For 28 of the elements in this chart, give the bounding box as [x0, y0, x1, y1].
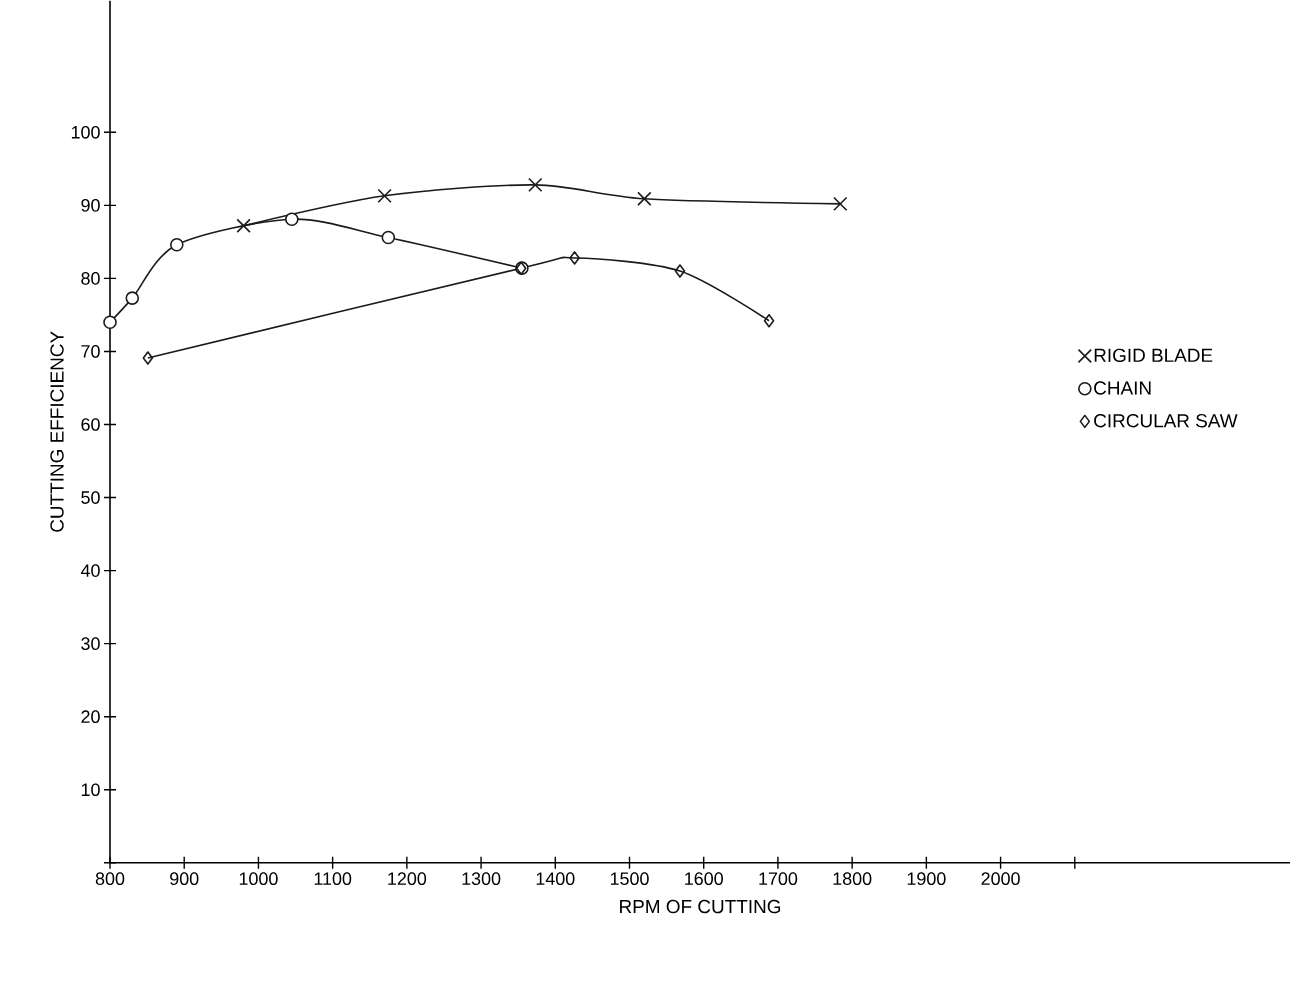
- x-tick-label: 1800: [833, 872, 872, 886]
- x-tick-label: 1400: [536, 872, 575, 886]
- y-tick-label: 30: [81, 637, 100, 651]
- y-tick-label: 60: [81, 418, 100, 431]
- x-tick-label: 1600: [685, 872, 723, 886]
- x-tick-label: 800: [95, 872, 125, 886]
- legend-label: CIRCULAR SAW: [1094, 414, 1238, 428]
- legend-label: CHAIN: [1094, 381, 1151, 395]
- x-tick-label: 1300: [462, 872, 501, 886]
- y-tick-label: 90: [81, 199, 100, 212]
- y-tick-label: 40: [80, 564, 100, 578]
- x-tick-label: 1200: [388, 872, 427, 886]
- y-tick-label: 50: [81, 491, 100, 504]
- x-tick-label: 900: [170, 872, 199, 886]
- y-tick-label: 100: [71, 126, 100, 139]
- x-tick-label: 2000: [981, 872, 1020, 886]
- y-tick-label: 20: [81, 710, 100, 724]
- legend-label: RIGID BLADE: [1094, 348, 1213, 363]
- x-tick-label: 1100: [314, 872, 352, 886]
- y-tick-label: 10: [81, 783, 100, 797]
- x-tick-label: 1900: [907, 872, 946, 886]
- y-axis-title: CUTTING EFFICIENCY: [50, 331, 64, 532]
- x-tick-label: 1000: [239, 872, 278, 886]
- x-tick-label: 1500: [610, 872, 649, 886]
- y-tick-label: 70: [81, 345, 100, 358]
- x-axis-title: RPM OF CUTTING: [620, 899, 781, 914]
- x-tick-label: 1700: [759, 872, 798, 886]
- y-tick-label: 80: [81, 272, 100, 285]
